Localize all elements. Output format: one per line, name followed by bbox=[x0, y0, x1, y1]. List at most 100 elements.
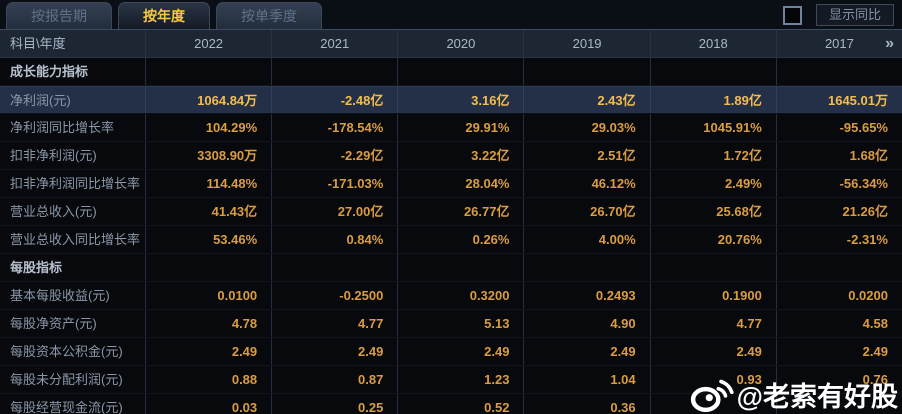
value-cell: 26.77亿 bbox=[397, 198, 523, 225]
row-label: 扣非净利润同比增长率 bbox=[10, 176, 141, 191]
table-body: 成长能力指标 净利润(元) 1064.84万 -2.48亿 3.16亿 2.43亿 1.89… bbox=[0, 58, 902, 414]
value-cell: 1.89亿 bbox=[649, 87, 776, 113]
value-cell: 0.1900 bbox=[649, 282, 776, 309]
value-cell: 4.77 bbox=[271, 310, 397, 337]
value-cell: 2.49 bbox=[523, 338, 649, 365]
table-row: 净利润(元) 1064.84万 -2.48亿 3.16亿 2.43亿 1.89亿 1645.… bbox=[0, 86, 902, 114]
value-cell: 21.26亿 bbox=[775, 198, 902, 225]
value-cell: -2.29亿 bbox=[271, 142, 397, 169]
row-label: 每股未分配利润(元) bbox=[10, 372, 123, 387]
year-header-label: 2022 bbox=[194, 36, 224, 51]
value-cell: 1045.91% bbox=[649, 114, 776, 141]
year-header-2019: 2019 bbox=[523, 30, 649, 57]
value-cell: -178.54% bbox=[271, 114, 397, 141]
year-header-2020: 2020 bbox=[397, 30, 523, 57]
value-cell: 3.16亿 bbox=[397, 87, 523, 113]
row-label: 营业总收入(元) bbox=[10, 204, 97, 219]
year-header-label: 2021 bbox=[320, 36, 350, 51]
value-cell: 29.03% bbox=[523, 114, 649, 141]
value-cell: 1645.01万 bbox=[775, 87, 902, 113]
value-cell: 2.49% bbox=[649, 170, 776, 197]
value-cell: 1064.84万 bbox=[145, 87, 271, 113]
row-label: 每股资本公积金(元) bbox=[10, 344, 123, 359]
value-cell bbox=[397, 254, 523, 281]
year-header-label: 2017 bbox=[824, 36, 854, 51]
tab-by-year[interactable]: 按年度 bbox=[118, 2, 210, 29]
value-cell: 46.12% bbox=[523, 170, 649, 197]
value-cell: 25.68亿 bbox=[649, 198, 776, 225]
year-header-2017: 2017 » bbox=[775, 30, 902, 57]
table-header-row: 科目\年度 2022 2021 2020 2019 2018 2017 » bbox=[0, 30, 902, 58]
value-cell bbox=[649, 58, 776, 85]
value-cell: 0.88 bbox=[145, 366, 271, 393]
value-cell: 3.22亿 bbox=[397, 142, 523, 169]
value-cell bbox=[271, 254, 397, 281]
show-yoy-checkbox[interactable] bbox=[782, 6, 802, 25]
row-label: 每股净资产(元) bbox=[10, 316, 97, 331]
table-row: 每股净资产(元) 4.78 4.77 5.13 4.90 4.77 4.58 bbox=[0, 310, 902, 338]
tab-bar: 按报告期 按年度 按单季度 显示同比 bbox=[0, 0, 902, 30]
value-cell: -2.31% bbox=[775, 226, 902, 253]
value-cell: 0.2493 bbox=[523, 282, 649, 309]
value-cell: 27.00亿 bbox=[271, 198, 397, 225]
row-label: 净利润(元) bbox=[10, 93, 71, 108]
value-cell: 4.77 bbox=[649, 310, 776, 337]
value-cell: -56.34% bbox=[775, 170, 902, 197]
row-label: 营业总收入同比增长率 bbox=[10, 232, 141, 247]
table-row: 营业总收入(元) 41.43亿 27.00亿 26.77亿 26.70亿 25.68亿 21… bbox=[0, 198, 902, 226]
value-cell: 1.72亿 bbox=[649, 142, 776, 169]
value-cell: 0.26% bbox=[397, 226, 523, 253]
year-header-2018: 2018 bbox=[649, 30, 776, 57]
weibo-logo-icon bbox=[690, 377, 734, 413]
row-label: 净利润同比增长率 bbox=[10, 120, 115, 135]
row-label: 基本每股收益(元) bbox=[10, 288, 110, 303]
value-cell bbox=[271, 58, 397, 85]
value-cell: 2.51亿 bbox=[523, 142, 649, 169]
watermark-text: @老索有好股 bbox=[736, 382, 898, 412]
value-cell: 0.25 bbox=[271, 394, 397, 414]
value-cell bbox=[523, 58, 649, 85]
table-row: 每股未分配利润(元) 0.88 0.87 1.23 1.04 0.93 0.76 bbox=[0, 366, 902, 394]
table-row: 营业总收入同比增长率 53.46% 0.84% 0.26% 4.00% 20.76% -2.… bbox=[0, 226, 902, 254]
row-label: 每股经营现金流(元) bbox=[10, 400, 123, 414]
value-cell: 0.03 bbox=[145, 394, 271, 414]
value-cell: 2.49 bbox=[775, 338, 902, 365]
table-row: 净利润同比增长率 104.29% -178.54% 29.91% 29.03% 1045.… bbox=[0, 114, 902, 142]
value-cell: 0.87 bbox=[271, 366, 397, 393]
watermark: @老索有好股 bbox=[690, 375, 898, 414]
value-cell: 0.93 bbox=[649, 366, 776, 393]
year-header-label: 2019 bbox=[572, 36, 602, 51]
show-yoy-button[interactable]: 显示同比 bbox=[815, 4, 894, 26]
value-cell bbox=[649, 394, 776, 414]
table-row: 扣非净利润(元) 3308.90万 -2.29亿 3.22亿 2.51亿 1.72亿 1.6… bbox=[0, 142, 902, 170]
value-cell: 41.43亿 bbox=[145, 198, 271, 225]
value-cell: 0.36 bbox=[523, 394, 649, 414]
value-cell: 2.49 bbox=[145, 338, 271, 365]
table-row: 每股经营现金流(元) 0.03 0.25 0.52 0.36 bbox=[0, 394, 902, 414]
table-row: 扣非净利润同比增长率 114.48% -171.03% 28.04% 46.12% 2.4… bbox=[0, 170, 902, 198]
value-cell bbox=[775, 58, 902, 85]
value-cell: 29.91% bbox=[397, 114, 523, 141]
tab-by-quarter[interactable]: 按单季度 bbox=[216, 2, 322, 29]
table-row: 每股资本公积金(元) 2.49 2.49 2.49 2.49 2.49 2.49 bbox=[0, 338, 902, 366]
value-cell bbox=[649, 254, 776, 281]
section-row: 成长能力指标 bbox=[0, 58, 902, 86]
corner-header: 科目\年度 bbox=[10, 36, 66, 51]
year-header-label: 2018 bbox=[698, 36, 728, 51]
year-header-2021: 2021 bbox=[271, 30, 397, 57]
value-cell bbox=[775, 254, 902, 281]
value-cell: 0.52 bbox=[397, 394, 523, 414]
value-cell: 20.76% bbox=[649, 226, 776, 253]
value-cell: 5.13 bbox=[397, 310, 523, 337]
value-cell: 104.29% bbox=[145, 114, 271, 141]
value-cell: 0.0100 bbox=[145, 282, 271, 309]
value-cell: 2.49 bbox=[397, 338, 523, 365]
section-row: 每股指标 bbox=[0, 254, 902, 282]
value-cell: 0.0200 bbox=[775, 282, 902, 309]
tab-by-report-period[interactable]: 按报告期 bbox=[6, 2, 112, 29]
value-cell: 1.04 bbox=[523, 366, 649, 393]
scroll-more-icon[interactable]: » bbox=[885, 35, 894, 52]
value-cell: 28.04% bbox=[397, 170, 523, 197]
value-cell: 114.48% bbox=[145, 170, 271, 197]
value-cell: 2.49 bbox=[271, 338, 397, 365]
